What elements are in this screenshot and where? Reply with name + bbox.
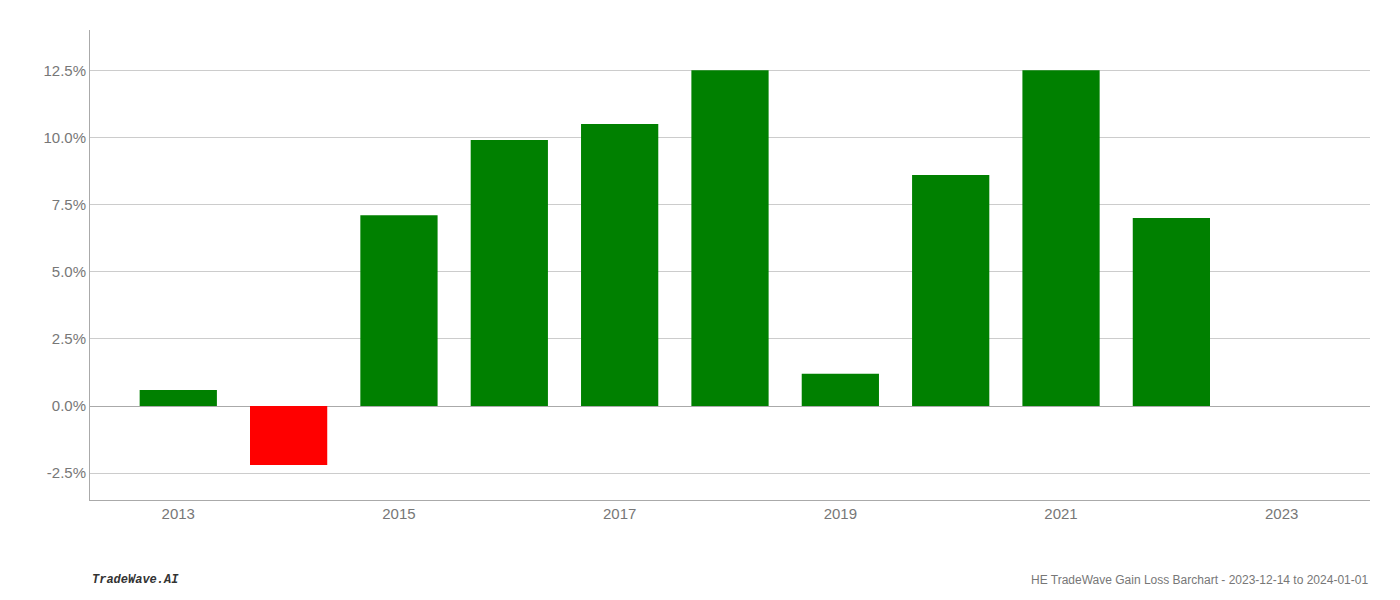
svg-text:2021: 2021 [1044, 505, 1077, 522]
svg-text:0.0%: 0.0% [52, 397, 86, 414]
svg-text:2017: 2017 [603, 505, 636, 522]
svg-text:TradeWave.AI: TradeWave.AI [92, 573, 179, 587]
svg-text:7.5%: 7.5% [52, 196, 86, 213]
svg-text:2015: 2015 [382, 505, 415, 522]
svg-text:5.0%: 5.0% [52, 263, 86, 280]
svg-text:2013: 2013 [162, 505, 195, 522]
svg-text:HE TradeWave Gain Loss Barchar: HE TradeWave Gain Loss Barchart - 2023-1… [1031, 573, 1368, 587]
svg-text:2023: 2023 [1265, 505, 1298, 522]
svg-text:10.0%: 10.0% [43, 129, 86, 146]
svg-text:-2.5%: -2.5% [47, 464, 86, 481]
svg-text:12.5%: 12.5% [43, 62, 86, 79]
svg-text:2019: 2019 [824, 505, 857, 522]
svg-text:2.5%: 2.5% [52, 330, 86, 347]
